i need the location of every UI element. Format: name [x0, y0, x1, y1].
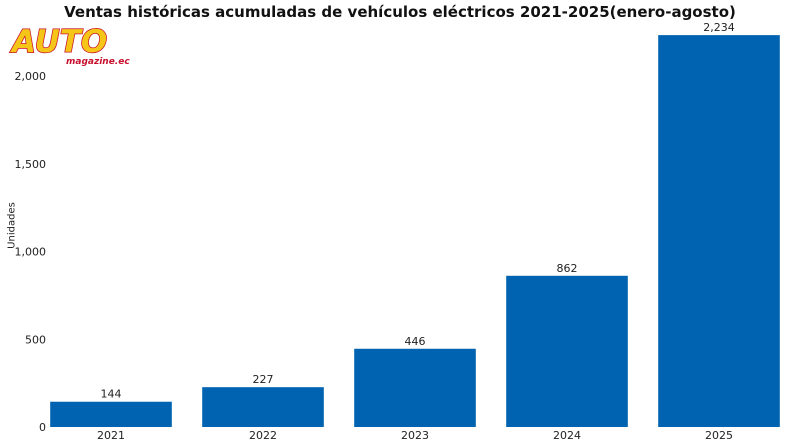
logo-sub-text: magazine.ec: [66, 57, 130, 66]
y-tick-label: 1,500: [15, 158, 47, 171]
x-tick-label-2023: 2023: [401, 429, 429, 442]
data-label-2025: 2,234: [703, 21, 735, 34]
y-axis-ticks: 0 500 1,000 1,500 2,000: [15, 70, 47, 434]
bar-2024: [506, 275, 628, 427]
x-tick-label-2022: 2022: [249, 429, 277, 442]
x-tick-label-2021: 2021: [97, 429, 125, 442]
data-labels: 144 227 446 862 2,234: [101, 21, 735, 401]
y-tick-label: 2,000: [15, 70, 47, 83]
data-label-2024: 862: [557, 262, 578, 275]
data-label-2022: 227: [253, 373, 274, 386]
y-tick-label: 0: [39, 421, 46, 434]
bar-2025: [658, 35, 780, 427]
data-label-2023: 446: [405, 335, 426, 348]
bar-2022: [202, 387, 324, 427]
x-tick-label-2024: 2024: [553, 429, 581, 442]
chart-title: Ventas históricas acumuladas de vehículo…: [64, 3, 736, 21]
automagazine-logo: AUTO magazine.ec: [8, 23, 130, 66]
bar-2023: [354, 348, 476, 427]
logo-main-text: AUTO: [9, 24, 107, 60]
bars: [50, 35, 780, 427]
x-tick-label-2025: 2025: [705, 429, 733, 442]
data-label-2021: 144: [101, 388, 122, 401]
y-tick-label: 1,000: [15, 246, 47, 259]
bar-2021: [50, 401, 172, 427]
y-tick-label: 500: [25, 333, 46, 346]
x-axis-ticks: 2021 2022 2023 2024 2025: [97, 429, 733, 442]
